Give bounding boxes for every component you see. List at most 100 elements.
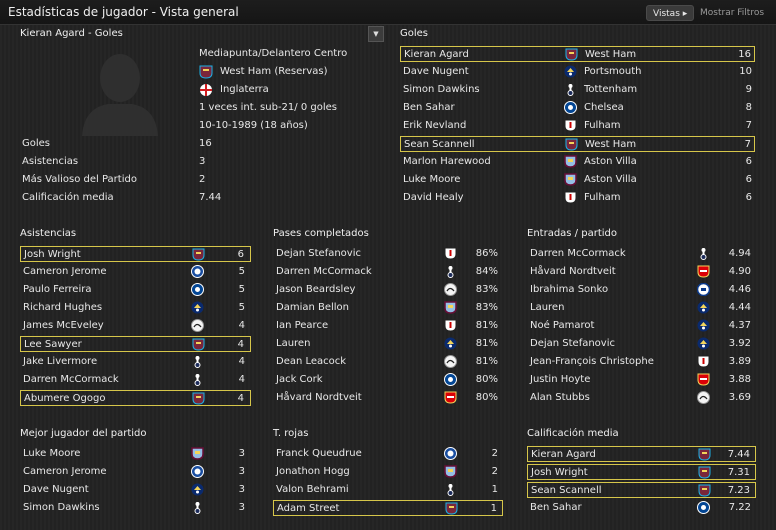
player-name[interactable]: Dave Nugent (403, 66, 469, 77)
player-name[interactable]: Ben Sahar (530, 502, 582, 513)
player-name[interactable]: Jack Cork (276, 374, 323, 385)
goles-table-row[interactable]: Erik Nevland Fulham 7 (400, 118, 755, 134)
rojas-table-row[interactable]: Adam Street 1 (273, 500, 503, 516)
entradas-table-row[interactable]: Noé Pamarot 4.37 (527, 318, 756, 334)
mejor-table-row[interactable]: Cameron Jerome 3 (20, 464, 251, 480)
club-name[interactable]: Tottenham (584, 84, 638, 95)
player-name[interactable]: Valon Behrami (276, 484, 349, 495)
player-name[interactable]: James McEveley (23, 320, 104, 331)
player-nation[interactable]: Inglaterra (220, 84, 269, 95)
goles-table-row[interactable]: Ben Sahar Chelsea 8 (400, 100, 755, 116)
pases-table-row[interactable]: Jack Cork 80% (273, 372, 503, 388)
player-name[interactable]: Sean Scannell (531, 485, 602, 496)
pases-table-row[interactable]: Ian Pearce 81% (273, 318, 503, 334)
player-name[interactable]: Cameron Jerome (23, 466, 107, 477)
player-name[interactable]: Ian Pearce (276, 320, 329, 331)
player-name[interactable]: Kieran Agard (531, 449, 596, 460)
player-name[interactable]: Adam Street (277, 503, 340, 514)
player-name[interactable]: Lauren (530, 302, 565, 313)
player-name[interactable]: Josh Wright (24, 249, 81, 260)
player-name[interactable]: Ben Sahar (403, 102, 455, 113)
player-club[interactable]: West Ham (Reservas) (220, 66, 328, 77)
player-name[interactable]: Marlon Harewood (403, 156, 491, 167)
player-name[interactable]: Noé Pamarot (530, 320, 595, 331)
rojas-table-row[interactable]: Franck Queudrue 2 (273, 446, 503, 462)
mostrar-filtros-link[interactable]: Mostrar Filtros (700, 8, 765, 18)
player-name[interactable]: Dean Leacock (276, 356, 347, 367)
player-name[interactable]: Håvard Nordtveit (276, 392, 362, 403)
rojas-table-row[interactable]: Valon Behrami 1 (273, 482, 503, 498)
player-name[interactable]: Richard Hughes (23, 302, 103, 313)
asistencias-table-row[interactable]: James McEveley 4 (20, 318, 251, 334)
player-name[interactable]: Darren McCormack (23, 374, 119, 385)
player-name[interactable]: Jake Livermore (23, 356, 98, 367)
club-name[interactable]: Chelsea (584, 102, 624, 113)
player-name[interactable]: Simon Dawkins (403, 84, 480, 95)
goles-table-row[interactable]: Sean Scannell West Ham 7 (400, 136, 755, 152)
player-name[interactable]: Dave Nugent (23, 484, 89, 495)
entradas-table-row[interactable]: Håvard Nordtveit 4.90 (527, 264, 756, 280)
goles-table-row[interactable]: Marlon Harewood Aston Villa 6 (400, 154, 755, 170)
player-name[interactable]: Kieran Agard (404, 49, 469, 60)
club-name[interactable]: West Ham (585, 139, 637, 150)
asistencias-table-row[interactable]: Josh Wright 6 (20, 246, 251, 262)
player-name[interactable]: Dejan Stefanovic (530, 338, 615, 349)
player-name[interactable]: Franck Queudrue (276, 448, 362, 459)
player-name[interactable]: Abumere Ogogo (24, 393, 106, 404)
mejor-table-row[interactable]: Dave Nugent 3 (20, 482, 251, 498)
goles-table-row[interactable]: Simon Dawkins Tottenham 9 (400, 82, 755, 98)
player-name[interactable]: David Healy (403, 192, 464, 203)
club-name[interactable]: Aston Villa (584, 156, 637, 167)
player-name[interactable]: Dejan Stefanovic (276, 248, 361, 259)
club-name[interactable]: Portsmouth (584, 66, 642, 77)
pases-table-row[interactable]: Håvard Nordtveit 80% (273, 390, 503, 406)
pases-table-row[interactable]: Darren McCormack 84% (273, 264, 503, 280)
calif-table-row[interactable]: Josh Wright 7.31 (527, 464, 756, 480)
mejor-table-row[interactable]: Luke Moore 3 (20, 446, 251, 462)
player-name[interactable]: Jason Beardsley (276, 284, 356, 295)
club-name[interactable]: Aston Villa (584, 174, 637, 185)
entradas-table-row[interactable]: Justin Hoyte 3.88 (527, 372, 756, 388)
player-name[interactable]: Lee Sawyer (24, 339, 82, 350)
pases-table-row[interactable]: Damian Bellon 83% (273, 300, 503, 316)
player-name[interactable]: Simon Dawkins (23, 502, 100, 513)
player-name[interactable]: Sean Scannell (404, 139, 475, 150)
player-name[interactable]: Jean-François Christophe (530, 356, 654, 367)
player-name[interactable]: Alan Stubbs (530, 392, 590, 403)
player-name[interactable]: Darren McCormack (530, 248, 626, 259)
player-name[interactable]: Luke Moore (23, 448, 81, 459)
rojas-table-row[interactable]: Jonathon Hogg 2 (273, 464, 503, 480)
player-name[interactable]: Jonathon Hogg (276, 466, 350, 477)
vistas-button[interactable]: Vistas ▸ (646, 5, 695, 21)
club-name[interactable]: Fulham (584, 120, 621, 131)
club-name[interactable]: Fulham (584, 192, 621, 203)
entradas-table-row[interactable]: Ibrahima Sonko 4.46 (527, 282, 756, 298)
asistencias-table-row[interactable]: Abumere Ogogo 4 (20, 390, 251, 406)
player-name[interactable]: Håvard Nordtveit (530, 266, 616, 277)
pases-table-row[interactable]: Dean Leacock 81% (273, 354, 503, 370)
player-name[interactable]: Justin Hoyte (530, 374, 591, 385)
entradas-table-row[interactable]: Jean-François Christophe 3.89 (527, 354, 756, 370)
goles-table-row[interactable]: David Healy Fulham 6 (400, 190, 755, 206)
asistencias-table-row[interactable]: Lee Sawyer 4 (20, 336, 251, 352)
club-name[interactable]: West Ham (585, 49, 637, 60)
asistencias-table-row[interactable]: Paulo Ferreira 5 (20, 282, 251, 298)
entradas-table-row[interactable]: Alan Stubbs 3.69 (527, 390, 756, 406)
pases-table-row[interactable]: Lauren 81% (273, 336, 503, 352)
player-dropdown-button[interactable]: ▼ (368, 26, 384, 42)
player-name[interactable]: Darren McCormack (276, 266, 372, 277)
calif-table-row[interactable]: Sean Scannell 7.23 (527, 482, 756, 498)
player-name[interactable]: Lauren (276, 338, 311, 349)
player-name[interactable]: Cameron Jerome (23, 266, 107, 277)
asistencias-table-row[interactable]: Cameron Jerome 5 (20, 264, 251, 280)
entradas-table-row[interactable]: Lauren 4.44 (527, 300, 756, 316)
asistencias-table-row[interactable]: Darren McCormack 4 (20, 372, 251, 388)
player-name[interactable]: Luke Moore (403, 174, 461, 185)
goles-table-row[interactable]: Kieran Agard West Ham 16 (400, 46, 755, 62)
asistencias-table-row[interactable]: Jake Livermore 4 (20, 354, 251, 370)
pases-table-row[interactable]: Jason Beardsley 83% (273, 282, 503, 298)
player-name[interactable]: Paulo Ferreira (23, 284, 92, 295)
player-name[interactable]: Erik Nevland (403, 120, 467, 131)
entradas-table-row[interactable]: Dejan Stefanovic 3.92 (527, 336, 756, 352)
calif-table-row[interactable]: Kieran Agard 7.44 (527, 446, 756, 462)
